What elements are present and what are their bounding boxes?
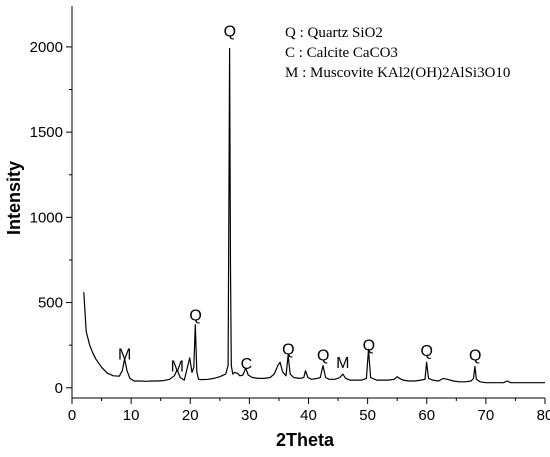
peak-label: Q [469, 348, 481, 365]
peak-label: M [118, 347, 131, 364]
y-tick-label: 500 [38, 295, 63, 312]
x-tick-label: 20 [182, 407, 199, 424]
x-tick-label: 70 [478, 407, 495, 424]
y-tick-label: 0 [55, 380, 63, 397]
tick-marks [66, 46, 546, 404]
peak-label: Q [282, 342, 294, 359]
x-tick-label: 10 [123, 407, 140, 424]
y-axis-title: Intensity [4, 161, 24, 235]
legend-entry: M : Muscovite KAl2(OH)2AlSi3O10 [285, 65, 510, 81]
peak-label: M [171, 359, 184, 376]
x-tick-label: 30 [241, 407, 258, 424]
peak-label: C [241, 356, 253, 373]
y-tick-label: 2000 [30, 39, 63, 56]
y-tick-label: 1500 [30, 124, 63, 141]
legend-entry: Q : Quartz SiO2 [285, 25, 383, 41]
peak-label: Q [421, 343, 433, 360]
x-tick-label: 40 [300, 407, 317, 424]
y-tick-label: 1000 [30, 209, 63, 226]
legend: Q : Quartz SiO2 C : Calcite CaCO3 M : Musc… [285, 25, 510, 81]
series-layer [83, 48, 545, 384]
legend-entry: C : Calcite CaCO3 [285, 45, 398, 61]
tick-labels: 0 10 20 30 40 50 60 70 80 0 500 1000 1500 2000 [30, 39, 550, 424]
x-tick-label: 60 [418, 407, 435, 424]
peak-label: Q [317, 348, 329, 365]
xrd-pattern-line [83, 48, 545, 384]
x-axis-title: 2Theta [276, 430, 335, 450]
peak-label: M [336, 355, 349, 372]
peak-label: Q [224, 24, 236, 41]
x-tick-label: 0 [68, 407, 76, 424]
peak-label: Q [363, 337, 375, 354]
peak-label: Q [189, 307, 201, 324]
x-tick-label: 50 [359, 407, 376, 424]
x-tick-label: 80 [537, 407, 550, 424]
